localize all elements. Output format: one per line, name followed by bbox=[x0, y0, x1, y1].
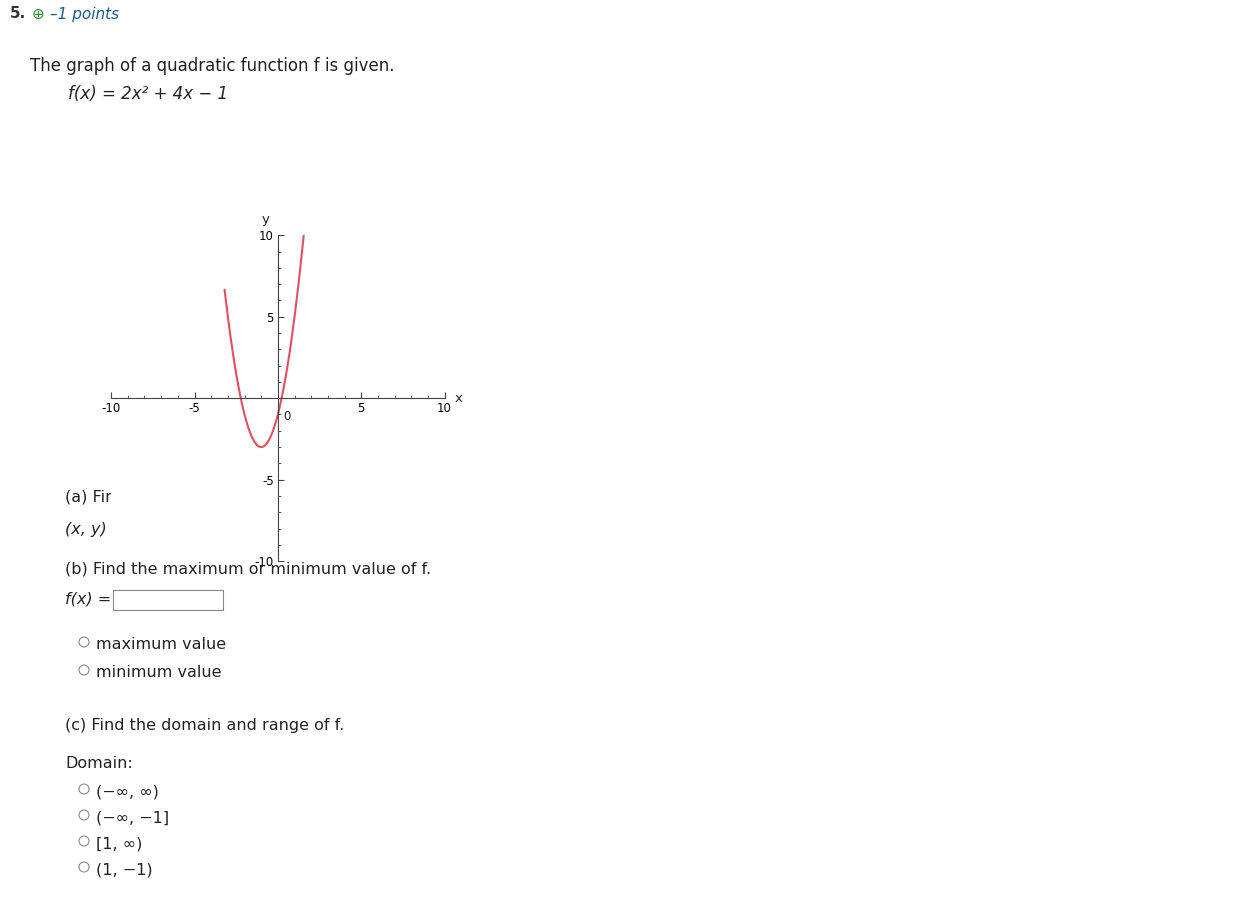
Text: f(x) =: f(x) = bbox=[65, 592, 116, 607]
FancyBboxPatch shape bbox=[112, 590, 224, 610]
Text: –1 points: –1 points bbox=[49, 6, 119, 22]
Text: ⊕: ⊕ bbox=[32, 6, 44, 22]
Text: [1, ∞): [1, ∞) bbox=[96, 836, 142, 851]
Text: maximum value: maximum value bbox=[96, 637, 226, 652]
Text: (1, −1): (1, −1) bbox=[96, 862, 153, 877]
Text: Domain:: Domain: bbox=[65, 756, 132, 771]
FancyBboxPatch shape bbox=[148, 520, 268, 540]
Text: (−∞, −1]: (−∞, −1] bbox=[96, 810, 169, 825]
Text: y: y bbox=[262, 213, 269, 225]
Text: (a) Find the coordinates of the vertex.: (a) Find the coordinates of the vertex. bbox=[65, 490, 370, 505]
Text: (b) Find the maximum or minimum value of f.: (b) Find the maximum or minimum value of… bbox=[65, 562, 431, 577]
Text: ): ) bbox=[272, 522, 278, 537]
Text: (x, y) = (: (x, y) = ( bbox=[65, 522, 137, 537]
Text: minimum value: minimum value bbox=[96, 665, 221, 680]
Text: x: x bbox=[454, 392, 462, 405]
Text: f(x) = 2x² + 4x − 1: f(x) = 2x² + 4x − 1 bbox=[68, 85, 228, 103]
Text: The graph of a quadratic function f is given.: The graph of a quadratic function f is g… bbox=[30, 57, 394, 75]
Text: 0: 0 bbox=[284, 410, 291, 423]
Text: (−∞, ∞): (−∞, ∞) bbox=[96, 784, 159, 799]
Text: 5.: 5. bbox=[10, 6, 26, 22]
Text: (c) Find the domain and range of f.: (c) Find the domain and range of f. bbox=[65, 718, 345, 733]
